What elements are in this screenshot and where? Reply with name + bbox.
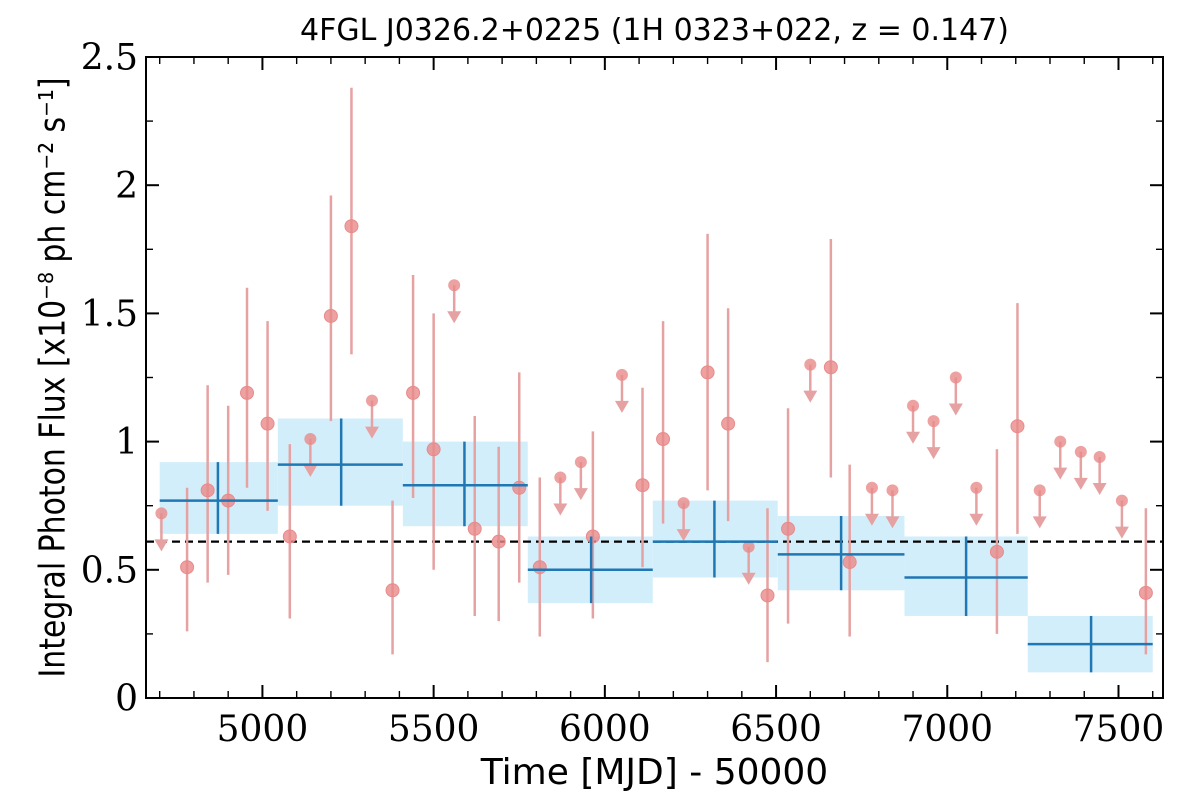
upper-limit-point <box>1054 435 1067 448</box>
short-bin-point <box>512 480 527 495</box>
upper-limit-point <box>366 394 378 407</box>
upper-limit-point <box>304 433 317 446</box>
y-tick-label: 1 <box>115 422 138 463</box>
upper-limit-arrow <box>303 465 318 478</box>
upper-limit-arrow <box>1053 467 1068 480</box>
upper-limit-point <box>804 358 817 371</box>
short-bin-point <box>781 521 796 536</box>
y-tick-label: 0 <box>115 679 138 720</box>
short-bin-point <box>532 560 547 575</box>
x-tick-label: 6500 <box>730 709 822 750</box>
upper-limit-point <box>927 415 940 428</box>
short-bin-point <box>260 416 275 431</box>
short-bin-point <box>344 219 359 234</box>
chart-title: 4FGL J0326.2+0225 (1H 0323+022, z = 0.14… <box>300 13 1009 48</box>
short-bin-point <box>240 385 255 400</box>
upper-limit-point <box>742 540 755 553</box>
x-tick-label: 6000 <box>559 709 651 750</box>
upper-limit-point <box>865 481 878 494</box>
short-bin-point <box>700 365 715 380</box>
upper-limit-point <box>1093 450 1106 463</box>
upper-limit-point <box>574 456 587 469</box>
short-bin-point <box>989 544 1004 559</box>
upper-limit-arrow <box>553 503 568 516</box>
short-bin-point <box>656 432 671 447</box>
short-bin-point <box>180 560 195 575</box>
short-bin-point <box>467 521 482 536</box>
short-bin-point <box>491 534 506 549</box>
upper-limit-arrow <box>1092 482 1107 495</box>
upper-limit-point <box>970 481 983 494</box>
y-tick-label: 1.5 <box>81 294 138 335</box>
short-bin-point <box>585 529 600 544</box>
short-bin-point <box>721 416 736 431</box>
upper-limit-point <box>448 279 461 292</box>
upper-limit-point <box>554 471 567 484</box>
upper-limit-arrow <box>614 400 629 413</box>
short-bin-point <box>823 360 838 375</box>
upper-limit-arrow <box>803 390 818 403</box>
short-bin-point <box>200 483 215 498</box>
y-tick-label: 0.5 <box>81 550 138 591</box>
upper-limit-arrow <box>926 447 941 460</box>
long-bin-bands <box>159 418 1153 673</box>
upper-limit-point <box>155 507 168 520</box>
x-tick-label: 7000 <box>901 709 993 750</box>
upper-limit-point <box>886 484 899 497</box>
upper-limit-arrow <box>447 311 462 324</box>
upper-limit-arrow <box>573 488 588 501</box>
short-bin-point <box>426 442 441 457</box>
upper-limit-arrow <box>906 431 921 444</box>
short-bin-point <box>842 555 857 570</box>
short-bin-point <box>635 478 650 493</box>
upper-limit-point <box>615 368 628 381</box>
upper-limit-arrow <box>154 539 169 552</box>
upper-limit-arrow <box>948 403 963 416</box>
short-bin-point <box>282 529 297 544</box>
upper-limit-arrow <box>864 513 879 526</box>
upper-limit-arrow <box>365 426 379 439</box>
x-tick-label: 7500 <box>1073 709 1165 750</box>
short-bin-layer <box>154 87 1153 663</box>
short-bin-point <box>323 308 338 323</box>
upper-limit-point <box>677 497 690 510</box>
upper-limit-point <box>949 371 962 384</box>
short-bin-point <box>760 588 775 603</box>
x-tick-label: 5500 <box>388 709 480 750</box>
upper-limit-point <box>1074 445 1087 458</box>
upper-limit-arrow <box>969 513 984 526</box>
y-tick-label: 2 <box>115 166 138 207</box>
y-tick-label: 2.5 <box>81 38 138 79</box>
upper-limit-arrow <box>1114 526 1129 539</box>
upper-limit-point <box>1115 494 1128 507</box>
upper-limit-arrow <box>676 529 691 542</box>
upper-limit-arrow <box>741 572 756 585</box>
long-bin-layer <box>159 418 1153 673</box>
short-bin-point <box>385 583 400 598</box>
short-bin-point <box>1010 419 1025 434</box>
upper-limit-point <box>907 399 920 412</box>
x-axis-label: Time [MJD] - 50000 <box>480 752 828 793</box>
short-bin-point <box>406 385 421 400</box>
x-tick-label: 5000 <box>217 709 309 750</box>
axis-ticks: 5000 5500 6000 6500 7000 7500 0 0.5 1 1.5 2 2.5 <box>81 38 1165 750</box>
upper-limit-arrow <box>1073 477 1088 490</box>
upper-limit-point <box>1033 484 1046 497</box>
short-bin-point <box>1138 585 1153 600</box>
upper-limit-arrow <box>885 516 900 529</box>
upper-limit-arrow <box>1032 516 1047 529</box>
y-axis-label: Integral Photon Flux [x10⁻⁸ ph cm⁻² s⁻¹] <box>33 78 74 678</box>
